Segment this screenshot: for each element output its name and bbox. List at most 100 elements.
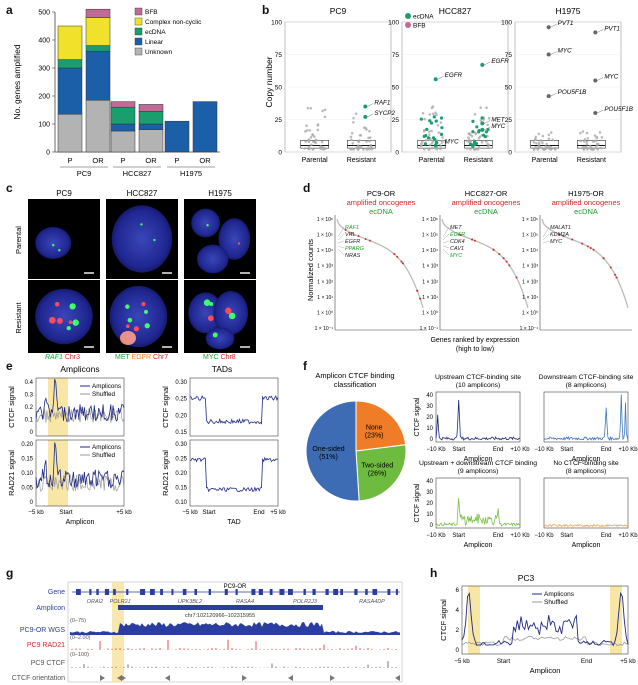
b-ytick-label: 0 [278, 150, 282, 157]
b-ecdna-point [432, 115, 436, 119]
c-fish-signal [203, 299, 211, 307]
b-ecdna-point [468, 142, 473, 146]
b-gene-point [549, 131, 553, 134]
f-xtick-label: −10 Kb [426, 447, 446, 453]
c-fish-signal [207, 315, 214, 322]
d-ytick-label: 1 × 10⁰ [317, 310, 333, 316]
b-ecdna-point [422, 134, 426, 138]
b-gene-point [362, 148, 365, 151]
f-xtick-label: −10 Kb [426, 533, 446, 539]
b-gene-point [586, 137, 590, 140]
a-legend-label: Unknown [145, 49, 172, 56]
d-ytick-label: 1 × 10³ [317, 264, 333, 270]
b-gene-point [537, 132, 541, 136]
b-label-leader [597, 109, 604, 114]
e-legend-shuffled-label: Shuffled [92, 391, 115, 398]
a-bar-segment [110, 101, 136, 108]
e-y-axis-label: CTCF signal [161, 386, 170, 428]
d-oncogene-point [473, 239, 476, 242]
b-gene-point [323, 115, 327, 119]
b-gene-point [423, 117, 426, 121]
b-gene-point [468, 138, 471, 142]
e-y-axis-label: CTCF signal [7, 386, 16, 428]
c-nucleus [205, 327, 235, 350]
d-label-leader [542, 226, 550, 238]
b-labelled-point [480, 127, 485, 132]
b-gene-point [594, 146, 598, 149]
b-gene-point [477, 146, 481, 149]
d-label-leader [442, 233, 450, 241]
c-fish-signal [209, 302, 214, 307]
a-legend-label: Complex non-cyclic [145, 19, 202, 26]
e-plot-frame [35, 439, 125, 507]
f-pie-label: Two-sided [361, 463, 393, 470]
b-gene-point [545, 142, 548, 146]
g-gene-exon [224, 589, 228, 595]
g-gene-exon [182, 589, 187, 595]
panel-f-ctcf-classification: Amplicon CTCF binding classification Non… [305, 371, 638, 549]
f-ytick-label: 40 [426, 479, 433, 485]
a-xtick-label: P [120, 156, 125, 165]
b-gene-point [539, 139, 543, 142]
f-ctcf-line [543, 394, 629, 442]
d-ytick-label: 1 × 10⁴ [422, 248, 438, 254]
b-gene-point [428, 113, 432, 116]
c-nucleus [109, 285, 168, 348]
panel-letter-d: d [303, 181, 310, 195]
b-gene-point [469, 133, 472, 137]
d-ytick-label: 1 × 10³ [422, 264, 438, 270]
b-xtick-label: Resistant [577, 157, 606, 164]
b-gene-point [312, 140, 315, 143]
b-gene-point [479, 106, 483, 109]
f-pie-label: None [366, 424, 383, 431]
d-oncogene-point [562, 235, 565, 238]
b-labelled-point [546, 94, 551, 99]
b-label-leader [597, 77, 604, 81]
b-ytick-label: 100 [388, 20, 399, 27]
b-gene-point [554, 146, 557, 150]
a-legend-swatch [134, 7, 143, 16]
g-ctcf-orientation-arrow [121, 675, 126, 681]
b-gene-point [369, 143, 373, 147]
e-ytick-label: 0.20 [175, 413, 187, 419]
g-track-label: Amplicon [36, 605, 65, 612]
f-y-axis-label: CTCF signal [414, 483, 421, 522]
b-gene-point [479, 119, 483, 122]
b-gene-point [368, 147, 372, 151]
a-legend-label: Linear [145, 39, 164, 46]
c-nucleus [196, 244, 229, 274]
c-fish-signal [72, 319, 79, 326]
panel-f-pie-title-line1: Amplicon CTCF binding [315, 371, 394, 380]
panel-b-y-axis-label: Copy number [264, 56, 274, 107]
b-gene-point [350, 147, 354, 151]
e-amp-xtick-label: −5 kb [28, 509, 44, 516]
b-gene-point [428, 133, 431, 136]
a-bar-segment [57, 25, 83, 60]
g-gene-exon [251, 589, 256, 595]
panel-c-caption-h1975: MYC Chr8 [203, 354, 236, 361]
f-y-axis-label: CTCF signal [414, 397, 421, 436]
a-legend-swatch [134, 27, 143, 36]
f-ytick-label: 20 [426, 501, 433, 507]
g-gene-exon [365, 589, 368, 595]
e-ytick-label: 0.15 [175, 430, 187, 436]
e-ytick-label: 0.1 [25, 418, 34, 424]
d-gene-label: VHL [345, 232, 356, 238]
b-gene-point [535, 141, 538, 145]
b-ytick-label: 50 [275, 85, 283, 92]
d-oncogene-point [571, 238, 574, 241]
g-gene-exon [395, 589, 398, 595]
b-gene-point [467, 136, 470, 139]
panel-a-y-axis-label: No. genes amplified [12, 44, 22, 119]
b-gene-point [600, 136, 604, 139]
b-ytick-label: 100 [271, 20, 282, 27]
b-gene-point [542, 148, 545, 151]
g-gene-exon [149, 589, 155, 595]
b-legend-ecdna-swatch [405, 13, 411, 19]
b-label-leader [484, 126, 491, 131]
b-ytick-label: 100 [501, 20, 512, 27]
g-gene-name: POLR2J [110, 599, 131, 605]
d-oncogene-point [396, 255, 399, 258]
a-xtick-label: OR [199, 156, 211, 165]
g-gene-exon [303, 589, 306, 595]
